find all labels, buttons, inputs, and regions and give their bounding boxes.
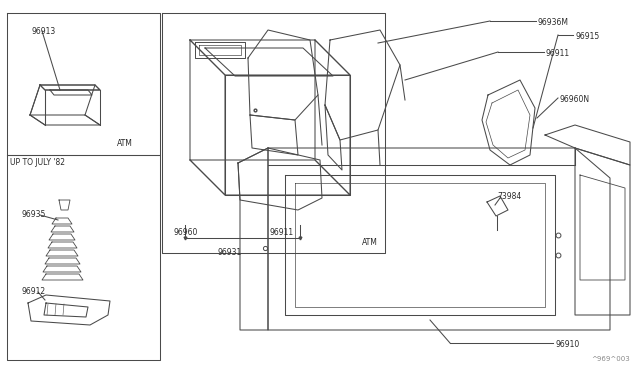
Text: 96936M: 96936M: [538, 18, 569, 27]
Text: 96911: 96911: [546, 49, 570, 58]
Text: UP TO JULY '82: UP TO JULY '82: [10, 158, 65, 167]
Text: ^969^003: ^969^003: [591, 356, 630, 362]
Text: 96935: 96935: [22, 210, 46, 219]
Text: 96910: 96910: [555, 340, 579, 349]
Text: 96911: 96911: [270, 228, 294, 237]
Text: 96931: 96931: [218, 248, 242, 257]
Text: 96913: 96913: [32, 27, 56, 36]
Text: 73984: 73984: [497, 192, 521, 201]
Text: 96960N: 96960N: [560, 95, 590, 104]
Text: ATM: ATM: [362, 238, 378, 247]
Text: 96960: 96960: [173, 228, 197, 237]
Text: ATM: ATM: [117, 139, 133, 148]
Text: 96915: 96915: [575, 32, 599, 41]
Text: 96912: 96912: [22, 287, 46, 296]
